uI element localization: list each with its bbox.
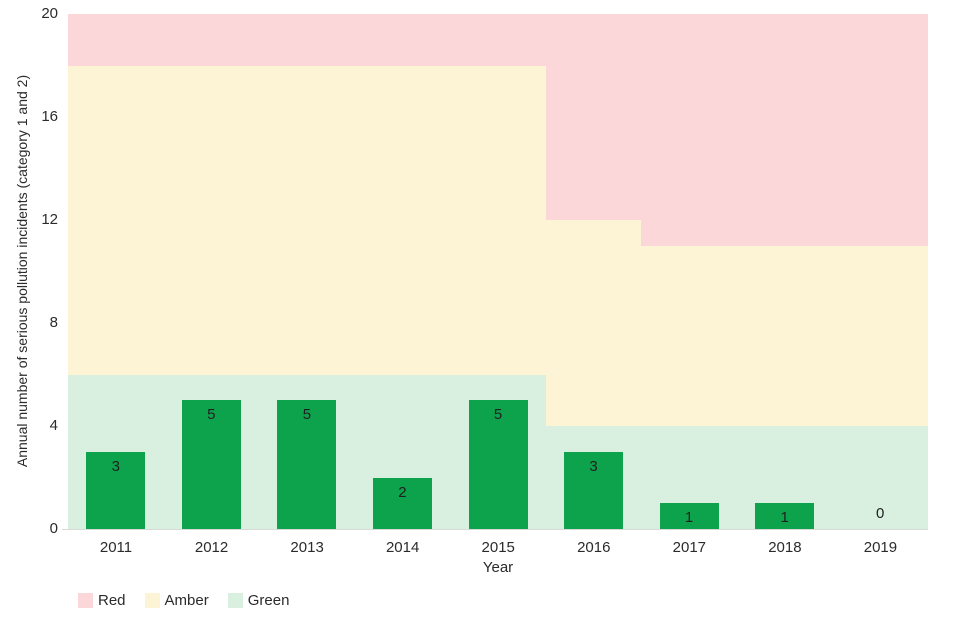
- x-tick-label-2019: 2019: [863, 539, 898, 556]
- legend-item-amber: Amber: [144, 592, 209, 609]
- y-tick-label: 0: [49, 520, 58, 537]
- bar-value-label: 5: [302, 406, 312, 424]
- x-tick-label-2012: 2012: [194, 539, 229, 556]
- bar-2017: [659, 503, 719, 529]
- y-tick-label: 4: [49, 417, 58, 434]
- x-tick-label-2014: 2014: [385, 539, 420, 556]
- x-tick-label-2015: 2015: [481, 539, 515, 556]
- bar-value-label: 1: [780, 509, 789, 527]
- x-axis-line: [62, 529, 928, 530]
- legend-swatch-red: [78, 593, 93, 608]
- red-zone: [641, 14, 928, 246]
- legend-label: Green: [247, 592, 290, 609]
- amber-zone: [68, 65, 546, 375]
- plot-area: 3 5 5 2 5 3 1 1 0: [68, 14, 928, 529]
- red-zone: [68, 14, 546, 66]
- bar-value-label: 0: [876, 505, 885, 522]
- legend: Red Amber Green: [78, 592, 308, 609]
- y-tick-label: 20: [41, 5, 58, 22]
- legend-label: Amber: [164, 592, 209, 609]
- bar-2012: [181, 400, 241, 529]
- x-tick-label-2017: 2017: [672, 539, 707, 556]
- red-zone: [545, 14, 642, 220]
- bar-2016: [564, 451, 624, 529]
- y-tick-label: 8: [49, 314, 58, 331]
- bar-2018: [755, 503, 815, 529]
- x-axis-title: Year: [482, 559, 514, 576]
- bar-2013: [277, 400, 337, 529]
- amber-zone: [641, 245, 928, 426]
- bar-value-label: 5: [207, 406, 216, 424]
- bar-2011: [86, 451, 146, 529]
- x-tick-label-2018: 2018: [768, 539, 802, 556]
- y-tick-label: 12: [41, 211, 58, 228]
- bar-2014: [372, 477, 432, 529]
- y-tick-label: 16: [41, 108, 58, 125]
- bar-value-label: 2: [398, 483, 407, 501]
- bar-value-label: 1: [684, 509, 694, 527]
- x-tick-label-2013: 2013: [290, 539, 324, 556]
- legend-swatch-amber: [144, 593, 160, 608]
- y-axis-title: Annual number of serious pollution incid…: [14, 74, 30, 468]
- x-tick-label-2011: 2011: [99, 539, 133, 556]
- legend-swatch-green: [227, 593, 243, 608]
- amber-zone: [545, 220, 642, 426]
- x-tick-label-2016: 2016: [577, 539, 611, 556]
- bar-2015: [468, 400, 528, 529]
- legend-item-green: Green: [227, 592, 290, 609]
- bar-value-label: 3: [111, 457, 120, 475]
- legend-label: Red: [98, 592, 126, 609]
- bar-value-label: 3: [589, 457, 598, 475]
- legend-item-red: Red: [78, 592, 126, 609]
- bar-value-label: 5: [493, 406, 503, 424]
